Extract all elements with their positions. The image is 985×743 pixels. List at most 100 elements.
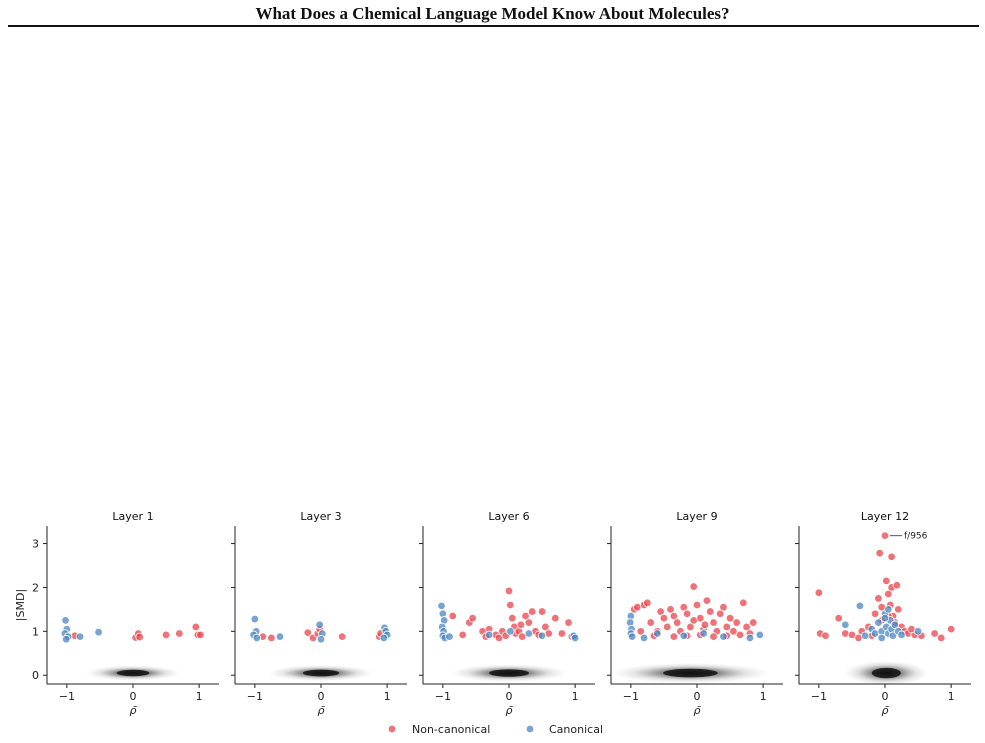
data-point [679,631,688,640]
data-point [874,594,883,603]
data-point [506,600,515,610]
density-core [488,669,530,677]
data-point [682,609,692,618]
data-point [745,633,755,643]
data-point [646,618,655,627]
data-point [161,630,171,640]
x-tick-label: 0 [882,690,889,703]
panel-title: Layer 9 [676,510,717,523]
data-point [855,601,865,611]
data-point [739,598,748,608]
data-point [524,629,534,638]
data-point [870,609,880,618]
data-point [659,613,669,623]
data-point [719,602,728,612]
data-point [484,630,494,640]
panel-title: Layer 12 [861,510,909,523]
data-point [506,627,515,636]
x-axis-label: ρ̄ [506,704,514,717]
y-tick-label: 2 [32,581,39,594]
data-point [75,632,85,641]
page-title: What Does a Chemical Language Model Know… [255,4,730,23]
data-point [541,622,550,632]
data-point [821,631,830,640]
x-axis-label: ρ̄ [882,704,890,717]
data-point [946,624,956,634]
y-tick-label: 3 [32,538,39,551]
data-point [860,631,870,640]
density-core [871,667,901,679]
data-point [709,632,718,641]
data-point [732,618,741,627]
data-point [669,632,679,641]
data-point [663,622,672,632]
data-point [715,609,725,618]
y-axis-label: |SMD| [14,589,27,621]
x-tick-label: 1 [760,690,767,703]
data-point [458,630,467,640]
data-point [437,601,446,611]
x-tick-label: 0 [130,690,137,703]
data-point [94,628,103,637]
x-tick-label: 1 [572,690,579,703]
data-point [191,622,201,632]
data-point [521,611,530,621]
x-axis-label: ρ̄ [130,704,138,717]
data-point [884,605,893,614]
x-tick-label: 0 [506,690,513,703]
x-tick-label: 1 [196,690,203,703]
data-point [719,632,728,641]
data-point [814,588,824,597]
data-point [890,620,900,629]
data-point [875,549,884,558]
data-point [656,607,665,616]
data-point [135,632,144,642]
x-tick-label: −1 [59,690,75,703]
data-point [722,622,731,632]
x-tick-label: 0 [318,690,325,703]
y-tick-label: 0 [32,669,39,682]
data-point [874,618,883,627]
data-point [516,620,526,629]
x-axis-label: ρ̄ [694,704,702,717]
data-point [175,629,184,638]
data-point [653,629,662,638]
legend-label: Non-canonical [412,723,490,736]
data-point [884,589,893,599]
x-tick-label: 1 [948,690,955,703]
data-point [692,600,702,610]
data-point [686,622,695,632]
data-point [897,630,906,640]
data-point [252,633,262,643]
data-point [379,633,389,643]
y-tick-label: 1 [32,625,39,638]
data-point [709,618,718,627]
legend-marker [525,724,535,734]
panel-title: Layer 6 [488,510,529,523]
x-tick-label: 1 [384,690,391,703]
data-point [303,628,312,637]
data-point [887,552,896,561]
data-point [894,605,903,614]
data-point [250,614,260,624]
data-point [537,631,547,640]
data-point [937,633,946,643]
legend: Non-canonical Canonical [387,723,603,736]
data-point [700,620,710,629]
data-point [930,629,939,638]
data-point [742,622,751,632]
data-point [445,632,454,641]
x-tick-label: 0 [694,690,701,703]
data-point [841,620,850,629]
data-point [913,627,923,636]
data-point [627,632,637,641]
data-point [672,618,682,627]
data-point [834,613,843,623]
data-point [557,629,567,638]
data-point [735,630,745,640]
x-axis-label: ρ̄ [318,704,326,717]
data-point [689,582,698,591]
x-tick-label: −1 [623,690,639,703]
data-point [636,627,645,636]
data-point [669,611,679,621]
